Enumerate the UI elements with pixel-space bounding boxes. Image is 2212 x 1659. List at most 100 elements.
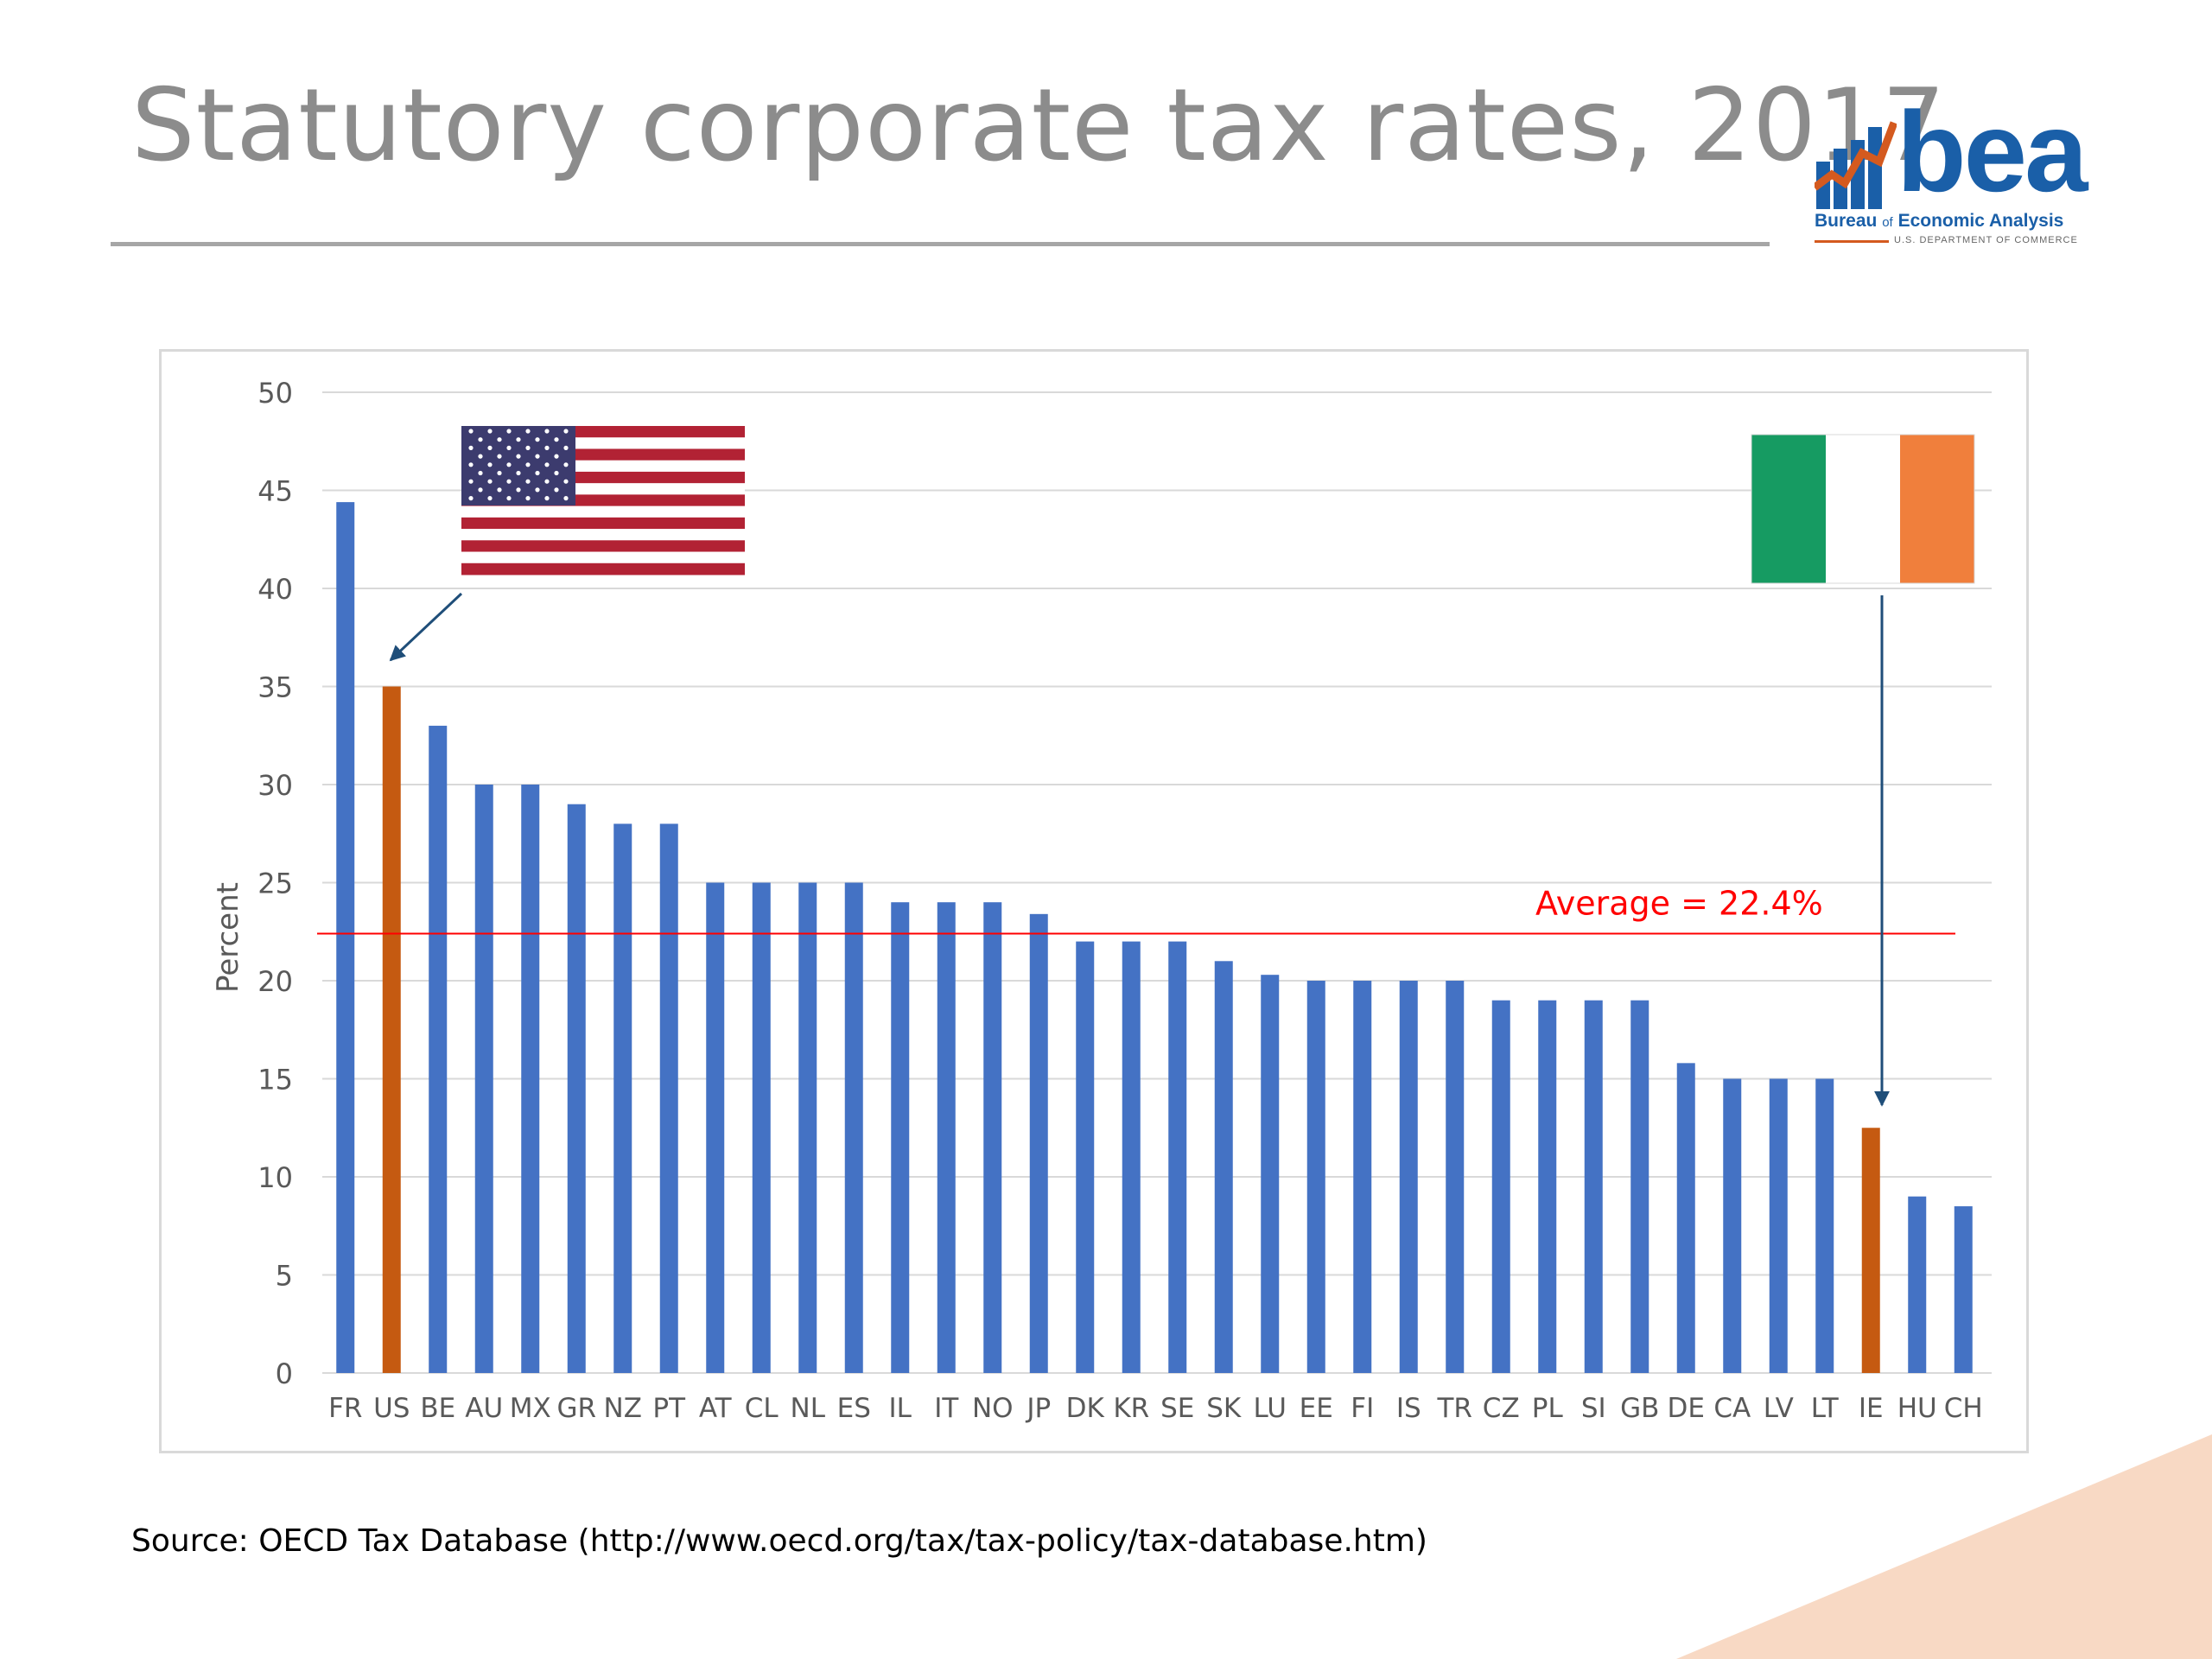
x-tick-label: AU bbox=[465, 1393, 503, 1424]
bar-ch bbox=[1954, 1206, 1973, 1373]
y-tick-label: 15 bbox=[257, 1064, 293, 1096]
y-tick-label: 50 bbox=[257, 377, 293, 410]
x-tick-label: AT bbox=[699, 1393, 733, 1424]
bar-ee bbox=[1306, 981, 1325, 1373]
bar-fi bbox=[1353, 981, 1372, 1373]
y-tick-label: 25 bbox=[257, 868, 293, 900]
bar-nl bbox=[798, 882, 817, 1373]
x-tick-label: ES bbox=[837, 1393, 871, 1424]
bar-es bbox=[844, 882, 863, 1373]
x-tick-label: IL bbox=[889, 1393, 912, 1424]
bea-name-bureau: Bureau bbox=[1815, 211, 1878, 231]
bea-logo: bea Bureau of Economic Analysis U.S. DEP… bbox=[1815, 88, 2108, 259]
x-tick-label: CZ bbox=[1483, 1393, 1520, 1424]
x-tick-label: SK bbox=[1206, 1393, 1242, 1424]
x-tick-label: DK bbox=[1066, 1393, 1105, 1424]
y-tick-label: 35 bbox=[257, 671, 293, 704]
bar-sk bbox=[1214, 961, 1233, 1373]
bea-chart-mark-icon bbox=[1815, 121, 1897, 209]
bar-lu bbox=[1261, 975, 1280, 1373]
x-tick-label: HU bbox=[1897, 1393, 1937, 1424]
average-label: Average = 22.4% bbox=[1535, 885, 1823, 923]
bar-tr bbox=[1446, 981, 1465, 1373]
bar-lv bbox=[1769, 1078, 1788, 1373]
source-note: Source: OECD Tax Database (http://www.oe… bbox=[131, 1523, 1427, 1559]
y-tick-label: 30 bbox=[257, 769, 293, 802]
x-tick-label: IS bbox=[1396, 1393, 1421, 1424]
x-axis-tick-labels: FR US BE AU MX GR NZ PT AT CL NL ES IL IT NO JP DK KR SE SK… bbox=[328, 1393, 1983, 1424]
bar-dk bbox=[1076, 941, 1095, 1373]
x-tick-label: EE bbox=[1300, 1393, 1333, 1424]
y-tick-label: 20 bbox=[257, 965, 293, 998]
bar-cz bbox=[1491, 1000, 1510, 1373]
bar-is bbox=[1399, 981, 1418, 1373]
bar-ie bbox=[1861, 1128, 1880, 1373]
x-tick-label: NZ bbox=[604, 1393, 642, 1424]
gridlines bbox=[322, 391, 1992, 1374]
y-axis-label: Percent bbox=[211, 882, 245, 993]
x-tick-label: IE bbox=[1859, 1393, 1884, 1424]
bea-name-of: of bbox=[1882, 215, 1893, 230]
bar-it bbox=[937, 902, 956, 1373]
bar-hu bbox=[1908, 1196, 1927, 1373]
bar-ca bbox=[1723, 1078, 1742, 1373]
bar-gb bbox=[1630, 1000, 1649, 1373]
x-tick-label: LT bbox=[1811, 1393, 1840, 1424]
bar-at bbox=[706, 882, 725, 1373]
bar-gr bbox=[567, 804, 586, 1373]
bar-kr bbox=[1122, 941, 1141, 1373]
x-tick-label: GR bbox=[556, 1393, 596, 1424]
bea-wordmark: bea bbox=[1897, 88, 2088, 215]
x-tick-label: IT bbox=[934, 1393, 959, 1424]
x-tick-label: SI bbox=[1581, 1393, 1606, 1424]
us-pointer-arrow bbox=[389, 592, 463, 662]
y-tick-label: 10 bbox=[257, 1161, 293, 1194]
x-tick-label: CL bbox=[745, 1393, 779, 1424]
bar-au bbox=[474, 785, 493, 1373]
x-tick-label: LV bbox=[1764, 1393, 1794, 1424]
y-tick-label: 40 bbox=[257, 573, 293, 606]
bar-cl bbox=[752, 882, 771, 1373]
x-tick-label: PT bbox=[652, 1393, 686, 1424]
x-tick-label: BE bbox=[420, 1393, 455, 1424]
y-tick-label: 5 bbox=[276, 1260, 293, 1293]
bar-be bbox=[429, 725, 448, 1373]
bar-jp bbox=[1029, 913, 1048, 1373]
x-tick-label: FI bbox=[1351, 1393, 1374, 1424]
x-tick-label: CA bbox=[1713, 1393, 1751, 1424]
bar-lt bbox=[1815, 1078, 1834, 1373]
x-tick-label: GB bbox=[1620, 1393, 1659, 1424]
chart-frame: 0 5 10 15 20 25 30 35 40 45 50 Percent FR US BE AU MX G… bbox=[159, 349, 2029, 1453]
x-tick-label: KR bbox=[1113, 1393, 1149, 1424]
x-tick-label: CH bbox=[1944, 1393, 1983, 1424]
bar-pl bbox=[1538, 1000, 1557, 1373]
bar-se bbox=[1168, 941, 1187, 1373]
bar-il bbox=[891, 902, 910, 1373]
x-tick-label: FR bbox=[328, 1393, 362, 1424]
x-tick-label: DE bbox=[1668, 1393, 1705, 1424]
ireland-flag-icon bbox=[1751, 434, 1975, 584]
bar-si bbox=[1584, 1000, 1603, 1373]
bar-fr bbox=[336, 502, 355, 1373]
title-divider bbox=[111, 242, 1770, 246]
bar-us bbox=[382, 686, 401, 1373]
x-tick-label: TR bbox=[1437, 1393, 1472, 1424]
corner-decoration bbox=[1676, 1434, 2212, 1659]
bar-no bbox=[983, 902, 1002, 1373]
bar-mx bbox=[521, 785, 540, 1373]
x-tick-label: NO bbox=[972, 1393, 1014, 1424]
us-flag-icon bbox=[461, 426, 745, 575]
x-tick-label: NL bbox=[791, 1393, 826, 1424]
bea-name-economic: Economic Analysis bbox=[1897, 211, 2064, 231]
bea-department: U.S. DEPARTMENT OF COMMERCE bbox=[1894, 235, 2078, 245]
y-tick-label: 45 bbox=[257, 475, 293, 508]
bea-full-name: Bureau of Economic Analysis bbox=[1815, 211, 2063, 232]
bar-nz bbox=[613, 823, 632, 1373]
x-tick-label: SE bbox=[1160, 1393, 1194, 1424]
x-tick-label: US bbox=[373, 1393, 410, 1424]
bar-pt bbox=[659, 823, 678, 1373]
bea-logo-rule-left bbox=[1815, 240, 1889, 243]
y-axis-tick-labels: 0 5 10 15 20 25 30 35 40 45 50 bbox=[257, 377, 293, 1390]
slide-title: Statutory corporate tax rates, 2017 bbox=[131, 67, 1947, 184]
